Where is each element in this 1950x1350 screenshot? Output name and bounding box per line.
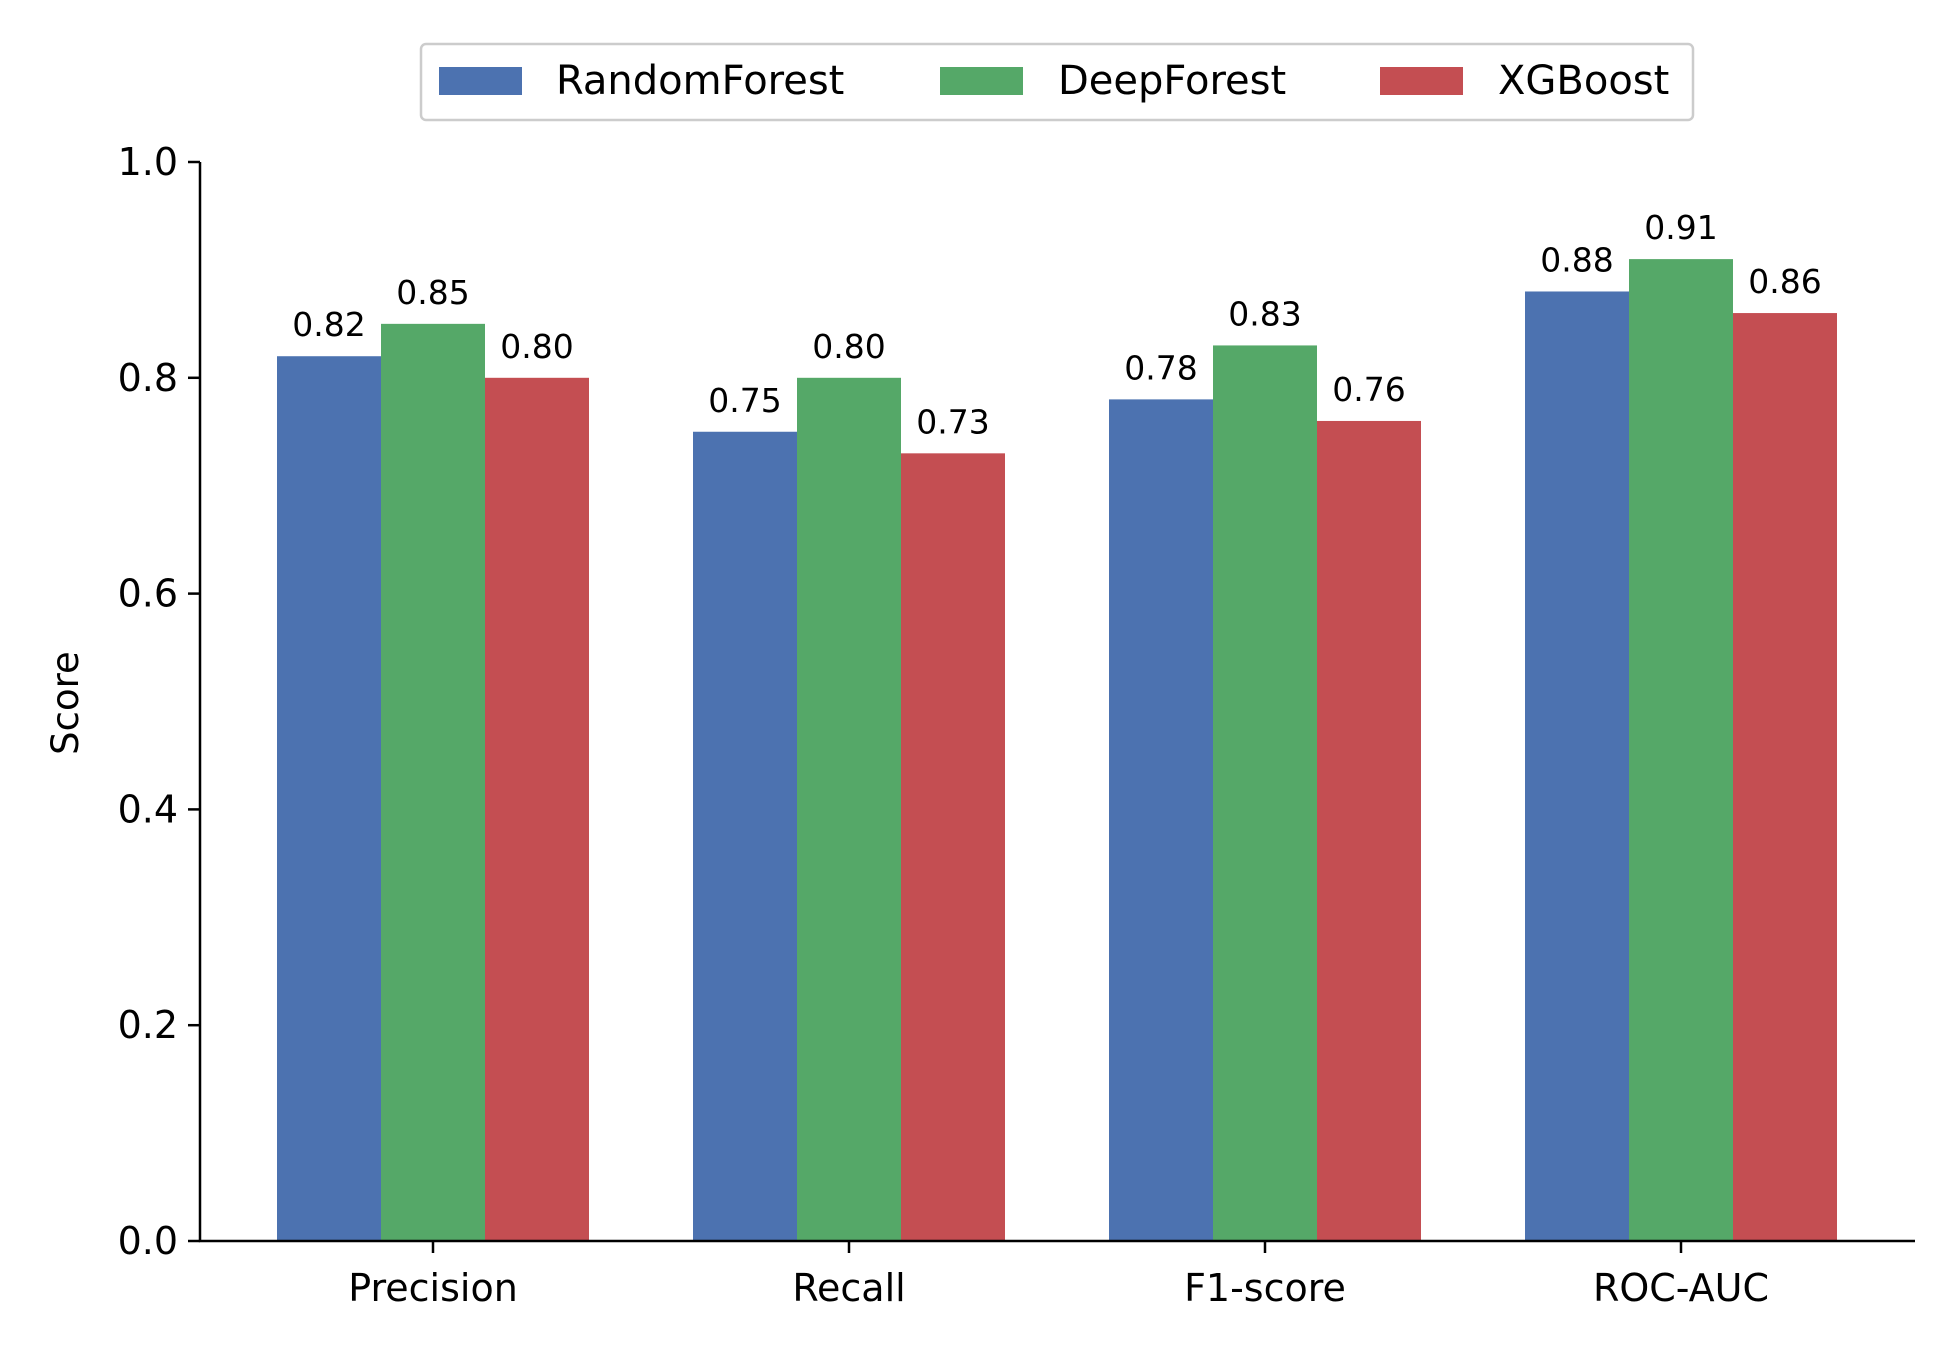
y-tick-label: 0.0 [118,1219,178,1263]
bar-value-label: 0.82 [292,305,365,344]
bar-randomforest-precision [277,356,381,1242]
bar-xgboost-roc-auc [1733,313,1837,1241]
x-tick-label: Recall [792,1266,905,1310]
legend-label-deepforest: DeepForest [1058,58,1286,104]
bar-randomforest-recall [693,431,797,1241]
bar-value-label: 0.75 [708,381,781,420]
legend-swatch-randomforest [439,67,522,95]
x-tick-label: ROC-AUC [1593,1266,1769,1310]
x-tick-label: Precision [348,1266,518,1310]
y-ticks-group: 0.0 0.2 0.4 0.6 0.8 1.0 [118,140,200,1263]
bar-value-label: 0.80 [500,327,573,366]
bar-deepforest-f1-score [1213,345,1317,1241]
y-tick-label: 0.6 [118,572,178,616]
bar-xgboost-precision [485,377,589,1241]
y-axis-title: Score [44,651,87,755]
legend-label-xgboost: XGBoost [1498,58,1669,104]
bar-xgboost-f1-score [1317,420,1421,1242]
bar-labels-group: 0.82 0.85 0.80 0.75 0.80 0.73 0.78 0.83 0.76 0.88… [292,208,1821,441]
y-tick-label: 1.0 [118,140,178,184]
x-ticks-group: Precision Recall F1-score ROC-AUC [348,1241,1769,1310]
bars-group [277,259,1837,1242]
legend-label-randomforest: RandomForest [556,58,844,104]
bar-value-label: 0.80 [812,327,885,366]
bar-value-label: 0.76 [1332,370,1405,409]
bar-value-label: 0.78 [1124,348,1197,387]
bar-randomforest-roc-auc [1525,291,1629,1242]
legend: RandomForest DeepForest XGBoost [419,42,1695,122]
bar-value-label: 0.86 [1748,262,1821,301]
axes-group [198,162,1915,1243]
y-tick-label: 0.4 [118,787,178,831]
bar-randomforest-f1-score [1109,399,1213,1241]
bar-deepforest-recall [797,377,901,1241]
bar-value-label: 0.88 [1540,240,1613,279]
bar-xgboost-recall [901,453,1005,1242]
bar-value-label: 0.73 [916,402,989,441]
bar-deepforest-precision [381,323,485,1242]
bar-value-label: 0.91 [1644,208,1717,247]
legend-swatch-deepforest [940,67,1023,95]
y-tick-label: 0.8 [118,356,178,400]
x-tick-label: F1-score [1184,1266,1346,1310]
legend-swatch-xgboost [1380,67,1463,95]
legend-frame [419,42,1695,122]
bar-value-label: 0.85 [396,273,469,312]
bar-value-label: 0.83 [1228,294,1301,333]
bar-deepforest-roc-auc [1629,259,1733,1241]
y-tick-label: 0.2 [118,1003,178,1047]
